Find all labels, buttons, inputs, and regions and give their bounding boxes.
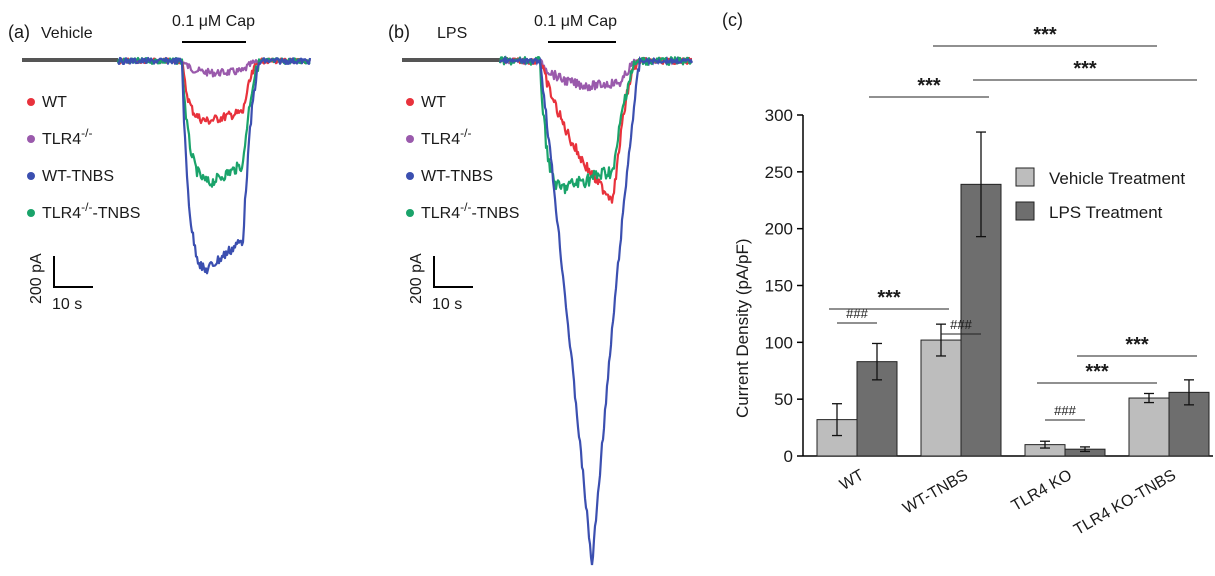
panel-b-traces	[402, 55, 694, 566]
y-tick-label: 200	[765, 220, 793, 239]
panel-a-legend: WT TLR4-/- WT-TNBS TLR4-/--TNBS	[27, 94, 140, 222]
panel-a-trace-tlr4-tnbs	[116, 56, 311, 188]
bar-tlr4-ko-tnbs-vehicle	[1128, 397, 1170, 457]
panel-a-legend-label-3: TLR4-/--TNBS	[42, 200, 140, 222]
panel-c: (c) Current Density (pA/pF) 0 50 100 150 200…	[722, 10, 1213, 539]
panel-b-condition: LPS	[437, 25, 467, 42]
panel-a-trace-wt-tnbs	[117, 56, 312, 275]
legend-label-0: Vehicle Treatment	[1049, 169, 1185, 188]
y-tick-label: 250	[765, 163, 793, 182]
panel-b-legend-dot-0	[406, 98, 414, 106]
panel-b-legend: WT TLR4-/- WT-TNBS TLR4-/--TNBS	[406, 94, 519, 222]
y-tick-label: 150	[765, 277, 793, 296]
panel-b-stimulus-label: 0.1 μM Cap	[534, 13, 617, 30]
legend-label-1: LPS Treatment	[1049, 203, 1163, 222]
panel-a-legend-label-2: WT-TNBS	[42, 168, 114, 185]
panel-a-scale-y-label: 200 pA	[28, 253, 45, 304]
panel-a-legend-label-0: WT	[42, 94, 67, 111]
panel-b-legend-label-1: TLR4-/-	[421, 126, 471, 148]
panel-a-scale-x-label: 10 s	[52, 296, 82, 313]
panel-b-trace-tlr4-tnbs	[498, 55, 693, 195]
panel-a-legend-dot-0	[27, 98, 35, 106]
panel-b-scale-bar	[433, 256, 473, 288]
panel-a-legend-dot-1	[27, 135, 35, 143]
bar-wt-tnbs-vehicle	[920, 339, 962, 457]
panel-b-legend-dot-3	[406, 209, 414, 217]
x-tick-label: TLR4 KO-TNBS	[1071, 467, 1179, 539]
x-tick-label: WT-TNBS	[900, 467, 971, 518]
legend-swatch-0	[1015, 167, 1035, 187]
panel-b-scale-y-label: 200 pA	[408, 253, 425, 304]
panel-c-label: (c)	[722, 10, 743, 30]
x-tick-label: TLR4 KO	[1009, 467, 1075, 515]
significance-label: ***	[1033, 24, 1057, 46]
y-tick-label: 50	[774, 390, 793, 409]
panel-b-legend-label-0: WT	[421, 94, 446, 111]
panel-b: (b) LPS 0.1 μM Cap WT TLR4-/- WT-TNBS TLR4-…	[388, 13, 694, 566]
panel-a: (a) Vehicle 0.1 μM Cap WT TLR4-/- WT-TNBS T…	[8, 13, 312, 313]
legend-swatch-1	[1015, 201, 1035, 221]
significance-label: ***	[1085, 361, 1109, 383]
panel-b-legend-label-2: WT-TNBS	[421, 168, 493, 185]
panel-a-legend-dot-2	[27, 172, 35, 180]
panel-a-stimulus-label: 0.1 μM Cap	[172, 13, 255, 30]
x-tick-label: WT	[837, 467, 867, 494]
significance-label: ***	[877, 287, 901, 309]
significance-label: ***	[1073, 58, 1097, 80]
significance-label: ###	[950, 317, 972, 332]
significance-label: ###	[846, 306, 868, 321]
panel-b-legend-dot-1	[406, 135, 414, 143]
significance-label: ***	[1125, 334, 1149, 356]
panel-a-legend-dot-3	[27, 209, 35, 217]
panel-b-legend-label-3: TLR4-/--TNBS	[421, 200, 519, 222]
panel-a-traces	[22, 56, 312, 275]
panel-b-scale-x-label: 10 s	[432, 296, 462, 313]
panel-a-condition: Vehicle	[41, 25, 93, 42]
y-axis-title: Current Density (pA/pF)	[733, 239, 752, 419]
panel-b-trace-wt	[499, 56, 693, 204]
panel-a-label: (a)	[8, 22, 30, 42]
panel-a-trace-wt	[117, 57, 311, 125]
y-tick-label: 300	[765, 106, 793, 125]
significance-label: ###	[1054, 403, 1076, 418]
y-tick-label: 0	[784, 447, 793, 466]
panel-b-legend-dot-2	[406, 172, 414, 180]
panel-a-scale-bar	[53, 256, 93, 288]
significance-label: ***	[917, 75, 941, 97]
y-tick-label: 100	[765, 333, 793, 352]
panel-b-label: (b)	[388, 22, 410, 42]
panel-a-legend-label-1: TLR4-/-	[42, 126, 92, 148]
panel-b-trace-wt-tnbs	[499, 55, 694, 566]
